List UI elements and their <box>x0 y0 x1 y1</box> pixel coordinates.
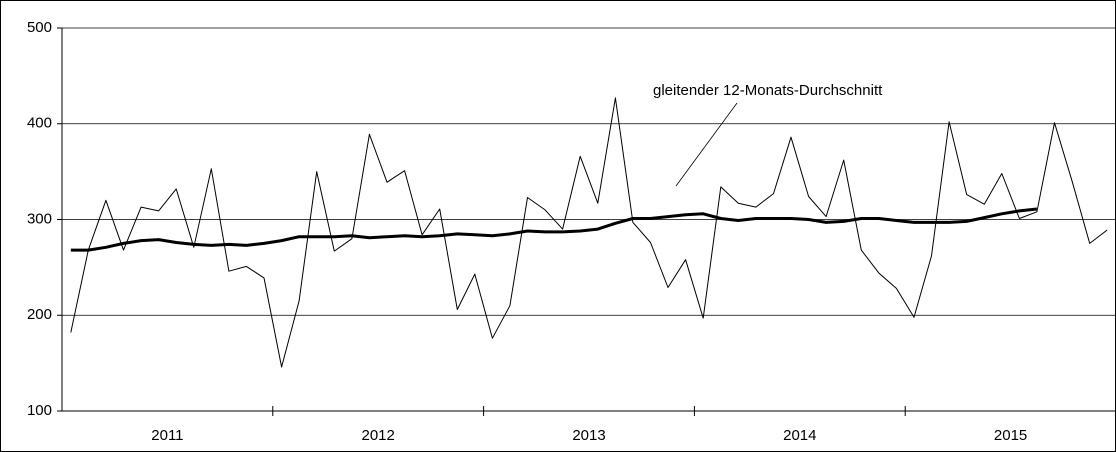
y-tick-label: 400 <box>27 115 52 132</box>
y-tick-label: 200 <box>27 306 52 323</box>
y-tick-label: 500 <box>27 19 52 36</box>
x-tick-label: 2012 <box>362 427 395 444</box>
y-tick-label: 300 <box>27 210 52 227</box>
annotation-leader <box>675 102 738 187</box>
series-line <box>70 97 1108 368</box>
x-tick-label: 2014 <box>783 427 816 444</box>
x-tick-label: 2015 <box>994 427 1027 444</box>
x-tick-label: 2013 <box>572 427 605 444</box>
series-annotation: gleitender 12-Monats-Durchschnitt <box>653 82 883 99</box>
y-tick-label: 100 <box>27 402 52 419</box>
series-line <box>70 207 1038 252</box>
x-tick-label: 2011 <box>151 427 183 444</box>
